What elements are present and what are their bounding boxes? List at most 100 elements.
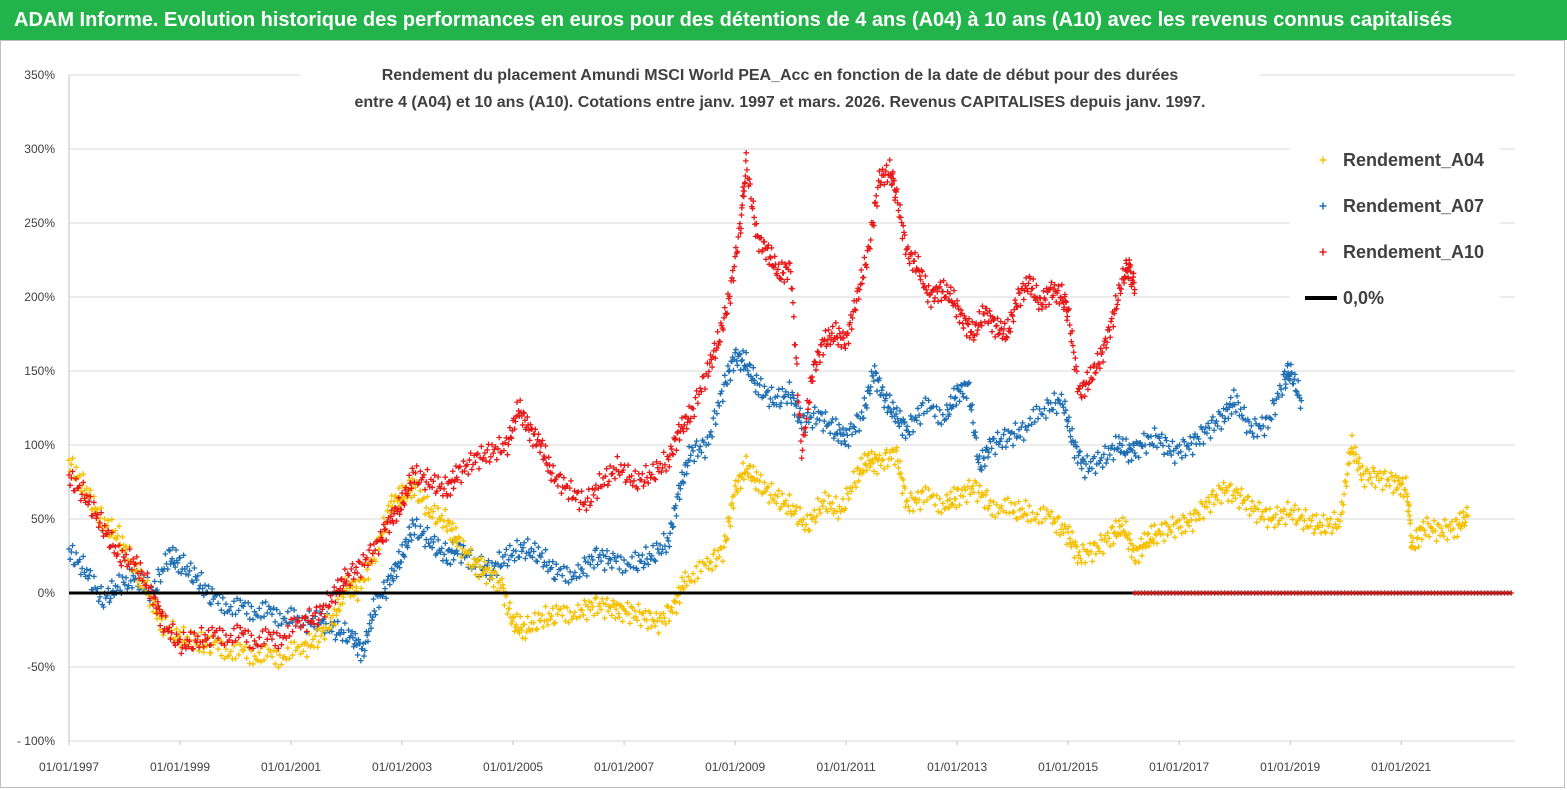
data-point-A04 (1403, 474, 1409, 481)
data-point-A04 (987, 498, 994, 504)
data-point-A07 (250, 616, 256, 623)
data-point-A10 (1116, 282, 1122, 288)
data-point-A07 (724, 381, 730, 387)
data-point-A10 (512, 418, 519, 425)
data-point-A10 (412, 470, 419, 476)
data-point-A07 (1047, 399, 1054, 406)
x-tick-label: 01/01/2003 (372, 760, 432, 774)
data-point-A07 (1233, 409, 1239, 415)
data-point-A04 (1465, 513, 1471, 519)
data-point-A07 (191, 565, 198, 571)
data-point-A07 (1228, 411, 1235, 417)
data-point-A10 (220, 627, 226, 634)
data-point-A07 (712, 421, 719, 427)
data-point-A07 (425, 540, 432, 546)
data-point-A07 (237, 597, 244, 604)
data-point-A10 (136, 575, 142, 582)
data-point-A07 (819, 411, 825, 417)
data-point-A04 (568, 616, 575, 623)
data-point-A10 (204, 635, 211, 642)
data-point-A10 (81, 495, 88, 502)
data-point-A04 (709, 567, 715, 573)
data-point-A07 (78, 571, 84, 578)
data-point-A07 (497, 564, 504, 570)
data-point-A04 (1424, 514, 1430, 521)
data-point-A07 (775, 386, 782, 393)
data-point-A10 (424, 466, 431, 473)
data-point-A10 (254, 642, 261, 649)
data-point-A04 (631, 607, 638, 614)
data-point-A04 (702, 562, 709, 569)
data-point-A07 (969, 401, 976, 408)
data-point-A04 (879, 456, 885, 463)
legend-label-A04: Rendement_A04 (1343, 150, 1484, 170)
data-point-A10 (1127, 262, 1134, 268)
data-point-A04 (656, 614, 663, 621)
data-point-A04 (554, 611, 561, 618)
data-point-A04 (704, 555, 711, 562)
data-point-A04 (1116, 518, 1122, 524)
data-point-A10 (349, 561, 356, 567)
data-point-A10 (1006, 325, 1013, 332)
data-point-A04 (270, 647, 277, 654)
data-point-A10 (1111, 310, 1117, 317)
data-point-A04 (490, 583, 497, 590)
data-point-A07 (352, 630, 359, 637)
data-point-A04 (774, 493, 781, 500)
x-tick-label: 01/01/2013 (927, 760, 987, 774)
data-point-A10 (729, 267, 736, 274)
data-point-A10 (1055, 283, 1062, 289)
data-point-A04 (1397, 491, 1404, 498)
data-point-A07 (1006, 436, 1013, 442)
data-point-A07 (925, 397, 932, 404)
data-point-A04 (695, 575, 701, 582)
data-point-A10 (974, 327, 981, 333)
data-point-A10 (602, 473, 609, 480)
data-point-A07 (693, 438, 700, 444)
data-point-A04 (652, 623, 658, 629)
data-point-A04 (1075, 552, 1082, 559)
data-point-A07 (1182, 452, 1189, 459)
data-point-A07 (991, 435, 997, 442)
data-point-A10 (779, 259, 785, 266)
data-point-A04 (708, 559, 714, 565)
data-point-A10 (981, 311, 987, 317)
data-point-A04 (654, 617, 661, 624)
data-point-A04 (1066, 535, 1073, 542)
data-point-A10 (1078, 392, 1084, 398)
data-point-A10 (208, 642, 214, 648)
data-point-A07 (1183, 443, 1190, 449)
data-point-A10 (460, 458, 467, 464)
data-point-A04 (1191, 511, 1197, 517)
data-point-A10 (401, 502, 408, 508)
data-point-A07 (1181, 438, 1188, 445)
data-point-A04 (430, 508, 437, 515)
data-point-A10 (250, 645, 256, 652)
data-point-A04 (572, 609, 578, 616)
data-point-A10 (758, 234, 765, 241)
data-point-A04 (1258, 513, 1265, 520)
data-point-A04 (819, 503, 826, 509)
data-point-A07 (670, 523, 677, 530)
data-point-A07 (106, 599, 113, 606)
data-point-A07 (1075, 452, 1082, 459)
data-point-A10 (450, 485, 457, 492)
data-point-A04 (438, 512, 445, 519)
data-point-A07 (411, 531, 418, 538)
data-point-A04 (1080, 542, 1086, 548)
data-point-A04 (1085, 551, 1092, 558)
data-point-A04 (992, 514, 999, 520)
data-point-A07 (789, 389, 795, 396)
data-point-A10 (978, 319, 984, 326)
data-point-A10 (465, 471, 472, 478)
data-point-A07 (1179, 455, 1185, 461)
data-point-A07 (643, 544, 649, 550)
data-point-A04 (1264, 524, 1271, 531)
data-point-A10 (750, 198, 757, 204)
data-point-A07 (368, 625, 374, 631)
y-tick-label: 50% (31, 512, 55, 526)
data-point-A04 (1385, 477, 1392, 483)
data-point-A04 (829, 499, 836, 506)
data-point-A10 (1508, 590, 1514, 596)
